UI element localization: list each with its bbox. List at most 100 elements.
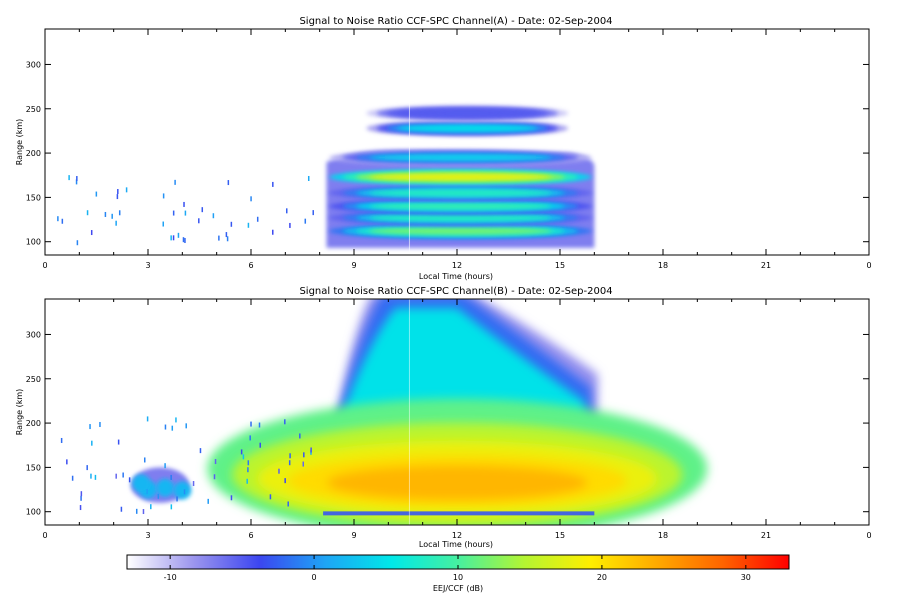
colorbar-label: EEJ/CCF (dB) <box>433 584 483 593</box>
noise-speckle <box>122 472 124 478</box>
noise-speckle <box>287 501 289 507</box>
noise-speckle <box>94 474 97 480</box>
noise-speckle <box>299 433 301 439</box>
noise-speckle <box>182 237 185 243</box>
noise-speckle <box>249 435 251 441</box>
noise-speckle <box>183 489 186 495</box>
layer-band <box>369 214 552 222</box>
noise-speckle <box>146 416 149 422</box>
noise-speckle <box>278 468 280 474</box>
x-tick-label: 12 <box>452 531 462 540</box>
colorbar-tick-label: 20 <box>597 573 607 582</box>
noise-speckle <box>86 210 89 216</box>
panel-b-heatmap <box>60 299 708 525</box>
x-tick-label: 18 <box>658 261 668 270</box>
colorbar: -10 0 10 20 30 EEJ/CCF (dB) <box>126 554 790 593</box>
x-tick-label: 12 <box>452 261 462 270</box>
x-tick-label: 9 <box>351 261 356 270</box>
noise-speckle <box>164 424 167 430</box>
noise-speckle <box>183 201 185 207</box>
panel-a-title: Signal to Noise Ratio CCF-SPC Channel(A)… <box>299 16 612 27</box>
layer-band <box>369 154 552 161</box>
noise-speckle <box>230 495 233 501</box>
layer-band <box>397 109 538 117</box>
x-tick-label: 6 <box>248 531 253 540</box>
x-tick-label: 3 <box>145 531 150 540</box>
noise-speckle <box>247 467 249 473</box>
noise-speckle <box>80 491 83 497</box>
noise-speckle <box>272 229 274 235</box>
noise-speckle <box>288 460 291 466</box>
colorbar-tick-label: 10 <box>453 573 463 582</box>
noise-speckle <box>302 461 305 467</box>
noise-speckle <box>201 207 204 213</box>
noise-speckle <box>269 494 272 500</box>
noise-speckle <box>285 208 288 214</box>
noise-speckle <box>312 210 314 216</box>
colorbar-tick-label: 30 <box>741 573 751 582</box>
colorbar-tick-label: 0 <box>312 573 317 582</box>
x-tick-label: 9 <box>351 531 356 540</box>
noise-speckle <box>184 238 186 244</box>
noise-speckle <box>242 454 245 460</box>
x-tick-label: 6 <box>248 261 253 270</box>
noise-speckle <box>135 508 138 514</box>
noise-speckle <box>71 475 74 481</box>
y-tick-label: 150 <box>26 193 41 202</box>
x-tick-label: 21 <box>761 261 771 270</box>
data-gap-line <box>408 29 410 255</box>
colorbar-ticks: -10 0 10 20 30 <box>164 555 751 582</box>
noise-speckle <box>199 448 202 454</box>
x-tick-label: 15 <box>555 261 565 270</box>
noise-speckle <box>66 459 68 465</box>
patch-core <box>132 474 151 493</box>
noise-speckle <box>247 460 250 466</box>
noise-speckle <box>143 457 146 463</box>
noise-speckle <box>61 218 64 224</box>
noise-speckle <box>91 440 93 446</box>
x-tick-label: 0 <box>42 261 47 270</box>
noise-speckle <box>60 437 63 443</box>
noise-speckle <box>79 505 82 511</box>
noise-speckle <box>225 232 228 238</box>
panel-b-yticks: 100 150 200 250 300 <box>26 330 869 517</box>
noise-speckle <box>272 181 274 187</box>
panel-b-title: Signal to Noise Ratio CCF-SPC Channel(B)… <box>299 286 612 297</box>
noise-speckle <box>174 179 176 185</box>
y-tick-label: 150 <box>26 463 41 472</box>
colorbar-tick-label: -10 <box>164 573 177 582</box>
noise-speckle <box>246 478 248 484</box>
noise-speckle <box>125 187 128 193</box>
panel-b: Signal to Noise Ratio CCF-SPC Channel(B)… <box>15 286 872 549</box>
noise-speckle <box>104 211 107 217</box>
noise-speckle <box>90 230 93 236</box>
noise-speckle <box>175 417 177 423</box>
noise-speckle <box>120 506 123 512</box>
noise-speckle <box>212 213 215 219</box>
noise-speckle <box>142 509 145 515</box>
noise-speckle <box>75 179 78 185</box>
noise-speckle <box>259 442 261 448</box>
layer-band <box>369 173 552 181</box>
noise-speckle <box>289 222 291 228</box>
noise-speckle <box>95 191 98 197</box>
noise-speckle <box>80 495 82 501</box>
y-tick-label: 200 <box>26 149 41 158</box>
x-tick-label: 0 <box>866 531 871 540</box>
layer-band <box>369 202 552 210</box>
panel-b-xticks: 0 3 6 9 12 15 18 21 0 <box>42 299 872 540</box>
panel-a-heatmap <box>57 29 595 255</box>
panel-a-xlabel: Local Time (hours) <box>419 272 493 281</box>
noise-speckle <box>111 213 113 219</box>
layer-band <box>369 189 552 197</box>
noise-speckle <box>76 240 79 246</box>
noise-speckle <box>162 193 165 199</box>
y-tick-label: 250 <box>26 375 41 384</box>
noise-speckle <box>170 474 172 480</box>
noise-speckle <box>177 232 180 238</box>
panel-b-ylabel: Range (km) <box>15 389 24 436</box>
noise-speckle <box>115 473 117 479</box>
bottom-edge <box>323 511 595 516</box>
noise-speckle <box>115 220 117 226</box>
